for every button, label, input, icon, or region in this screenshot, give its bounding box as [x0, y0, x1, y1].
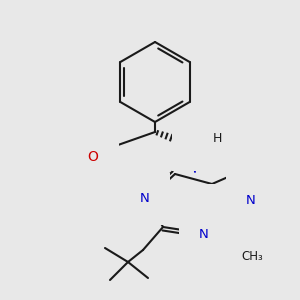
Text: CH₃: CH₃	[241, 250, 263, 262]
Text: H: H	[70, 154, 80, 166]
Text: N: N	[228, 203, 238, 217]
Text: H: H	[212, 131, 222, 145]
Text: N: N	[140, 193, 150, 206]
Text: N: N	[246, 194, 256, 206]
Text: N: N	[193, 136, 203, 150]
Text: O: O	[88, 150, 98, 164]
Text: N: N	[199, 229, 209, 242]
